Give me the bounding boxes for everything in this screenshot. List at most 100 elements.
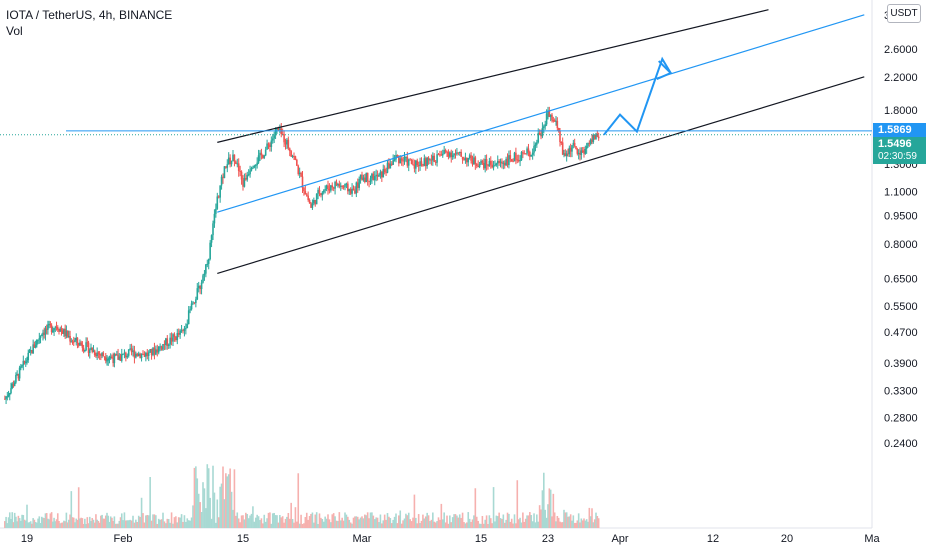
volume-bar (473, 515, 475, 528)
volume-bar (150, 520, 153, 528)
volume-bar (247, 518, 250, 528)
currency-badge[interactable]: USDT (887, 4, 921, 23)
time-tick-label: Feb (114, 533, 133, 545)
candle-body (338, 183, 341, 187)
candle-body (156, 349, 159, 353)
candle-body (152, 347, 154, 356)
volume-bar (213, 492, 216, 528)
volume-bar (130, 520, 133, 528)
candle-body (320, 193, 322, 196)
candle-countdown: 02:30:59 (873, 150, 926, 164)
candle-body (75, 337, 78, 341)
candle-body (308, 200, 311, 204)
time-tick-label: Mar (353, 533, 372, 545)
volume-bar (246, 514, 249, 528)
volume-bar (419, 523, 421, 528)
volume-bar (279, 515, 281, 528)
volume-bar (436, 521, 438, 528)
candle-body (482, 162, 485, 169)
volume-bar (262, 523, 264, 528)
candle-body (576, 149, 579, 154)
candle-body (205, 264, 207, 274)
volume-bar (193, 467, 196, 528)
volume-bar (77, 487, 80, 528)
last-price-tag: 1.5496 (873, 137, 926, 151)
volume-bar (200, 511, 203, 528)
candle-body (463, 159, 465, 161)
volume-bar (74, 522, 76, 528)
volume-bar (451, 517, 454, 528)
volume-bar (95, 514, 97, 528)
volume-bar (516, 480, 519, 528)
volume-bar (369, 512, 372, 528)
volume-bar (581, 520, 584, 528)
candle-body (39, 335, 42, 339)
candle-body (266, 143, 268, 150)
candle-body (290, 151, 292, 157)
candle-body (577, 152, 580, 154)
volume-bar (10, 518, 12, 528)
volume-bar (88, 516, 91, 528)
candle-body (569, 147, 572, 152)
volume-bar (216, 499, 219, 528)
volume-bar (403, 518, 406, 528)
volume-bar (597, 518, 600, 528)
candle-body (591, 139, 593, 142)
volume-bar (53, 517, 55, 528)
volume-bar (82, 523, 85, 528)
candle-body (28, 350, 31, 353)
candle-body (206, 263, 209, 265)
volume-bar (327, 514, 329, 528)
candle-body (102, 352, 105, 357)
volume-bar (368, 518, 370, 528)
candle-body (252, 167, 254, 169)
candle-body (149, 349, 151, 353)
volume-bar (291, 518, 294, 528)
candle-body (556, 120, 559, 129)
volume-bar (12, 522, 15, 528)
volume-bar (432, 512, 434, 528)
candle-body (552, 120, 555, 122)
candle-body (70, 341, 73, 343)
candle-body (256, 162, 258, 166)
candle-body (595, 133, 597, 139)
volume-bar (31, 523, 33, 528)
volume-bar (426, 512, 428, 528)
volume-bar (358, 519, 360, 528)
volume-bar (314, 514, 317, 528)
volume-bar (286, 516, 288, 528)
candle-body (23, 360, 26, 363)
drawings-group (0, 9, 872, 275)
volume-bar (415, 517, 417, 528)
candle-body (79, 342, 81, 346)
candle-body (423, 158, 426, 166)
candle-body (162, 344, 164, 350)
volume-bar (494, 521, 496, 528)
volume-bar (412, 517, 414, 528)
candle-body (399, 158, 402, 164)
candle-body (513, 152, 516, 162)
candle-body (588, 142, 591, 144)
volume-bar (122, 520, 124, 528)
candle-body (7, 394, 10, 397)
candle-body (454, 153, 457, 155)
volume-bar (501, 518, 503, 528)
volume-bar (240, 515, 243, 528)
volume-bar (322, 521, 325, 528)
volume-bar (308, 515, 311, 528)
volume-bar (152, 514, 154, 528)
projection-path (603, 56, 672, 136)
time-axis: 19 Feb 15 Mar 15 23 Apr 12 20 Ma (0, 527, 881, 545)
candle-body (90, 347, 92, 351)
candle-body (287, 139, 290, 149)
volume-bar (474, 488, 477, 528)
time-tick-label: 20 (781, 533, 793, 545)
candle-body (109, 356, 112, 358)
candle-body (240, 171, 243, 180)
candle-body (381, 171, 383, 178)
candle-body (80, 342, 82, 345)
volume-bar (311, 512, 314, 528)
volume-bar (561, 522, 564, 528)
